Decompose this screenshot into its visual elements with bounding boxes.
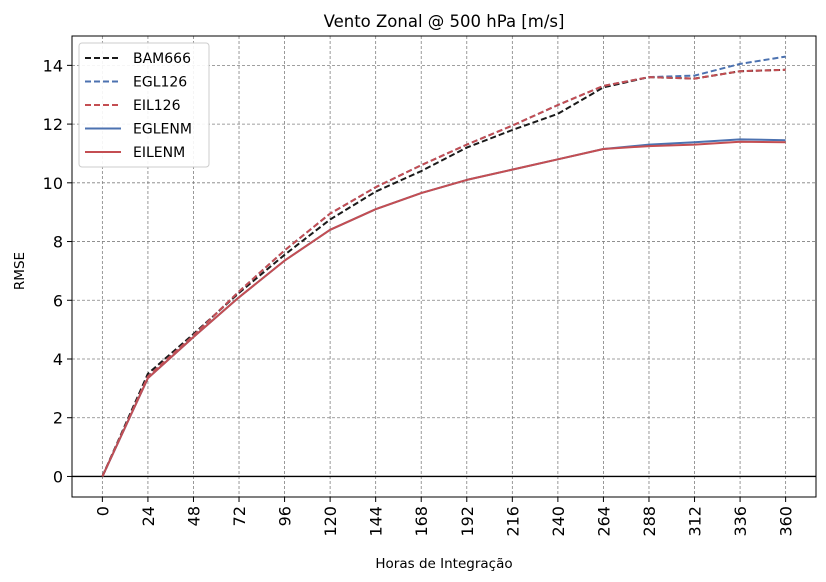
legend-box [78,42,210,168]
x-tick-label: 72 [230,506,249,526]
legend-label-eilenm: EILENM [133,145,185,161]
legend-label-eil126: EIL126 [133,98,181,114]
legend-label-egl126: EGL126 [133,75,187,91]
x-tick-label: 216 [503,506,522,537]
x-tick-label: 96 [276,506,295,526]
series-lines [101,55,786,477]
y-tick-label: 0 [53,467,63,486]
x-tick-label: 48 [184,506,203,526]
x-tick-label: 336 [731,506,750,537]
chart-title: Vento Zonal @ 500 hPa [m/s] [324,12,565,31]
x-axis-label: Horas de Integração [375,556,512,572]
x-tick-label: 120 [321,506,340,537]
y-tick-label: 6 [53,291,63,310]
x-tick-label: 168 [412,506,431,537]
x-tick-label: 264 [594,506,613,537]
legend-label-bam666: BAM666 [133,51,191,67]
y-tick-label: 14 [43,56,63,75]
legend-label-eglenm: EGLENM [133,122,192,138]
y-tick-label: 4 [53,350,63,369]
legend: BAM666 EGL126 EIL126 EGLENM EILENM [78,42,210,168]
y-tick-label: 2 [53,409,63,428]
x-tick-label: 0 [93,506,112,516]
plot-frame [71,35,817,498]
y-tick-label: 10 [43,174,63,193]
y-tick-label: 8 [53,233,63,252]
x-axis-ticks: 0 24 48 72 96 120 144 168 192 216 240 264 288 312 336 3… [93,497,796,537]
y-axis-label: RMSE [12,252,28,290]
series-line-eil126 [101,68,786,477]
y-tick-label: 12 [43,115,63,134]
x-tick-label: 144 [367,506,386,537]
y-axis-ticks: 0 2 4 6 8 10 12 14 [43,56,72,486]
x-tick-label: 192 [458,506,477,537]
x-tick-label: 288 [640,506,659,537]
x-tick-label: 240 [549,506,568,537]
x-tick-label: 360 [777,506,796,537]
x-tick-label: 24 [139,506,158,526]
x-tick-label: 312 [686,506,705,537]
series-line-eilenm [101,140,786,477]
